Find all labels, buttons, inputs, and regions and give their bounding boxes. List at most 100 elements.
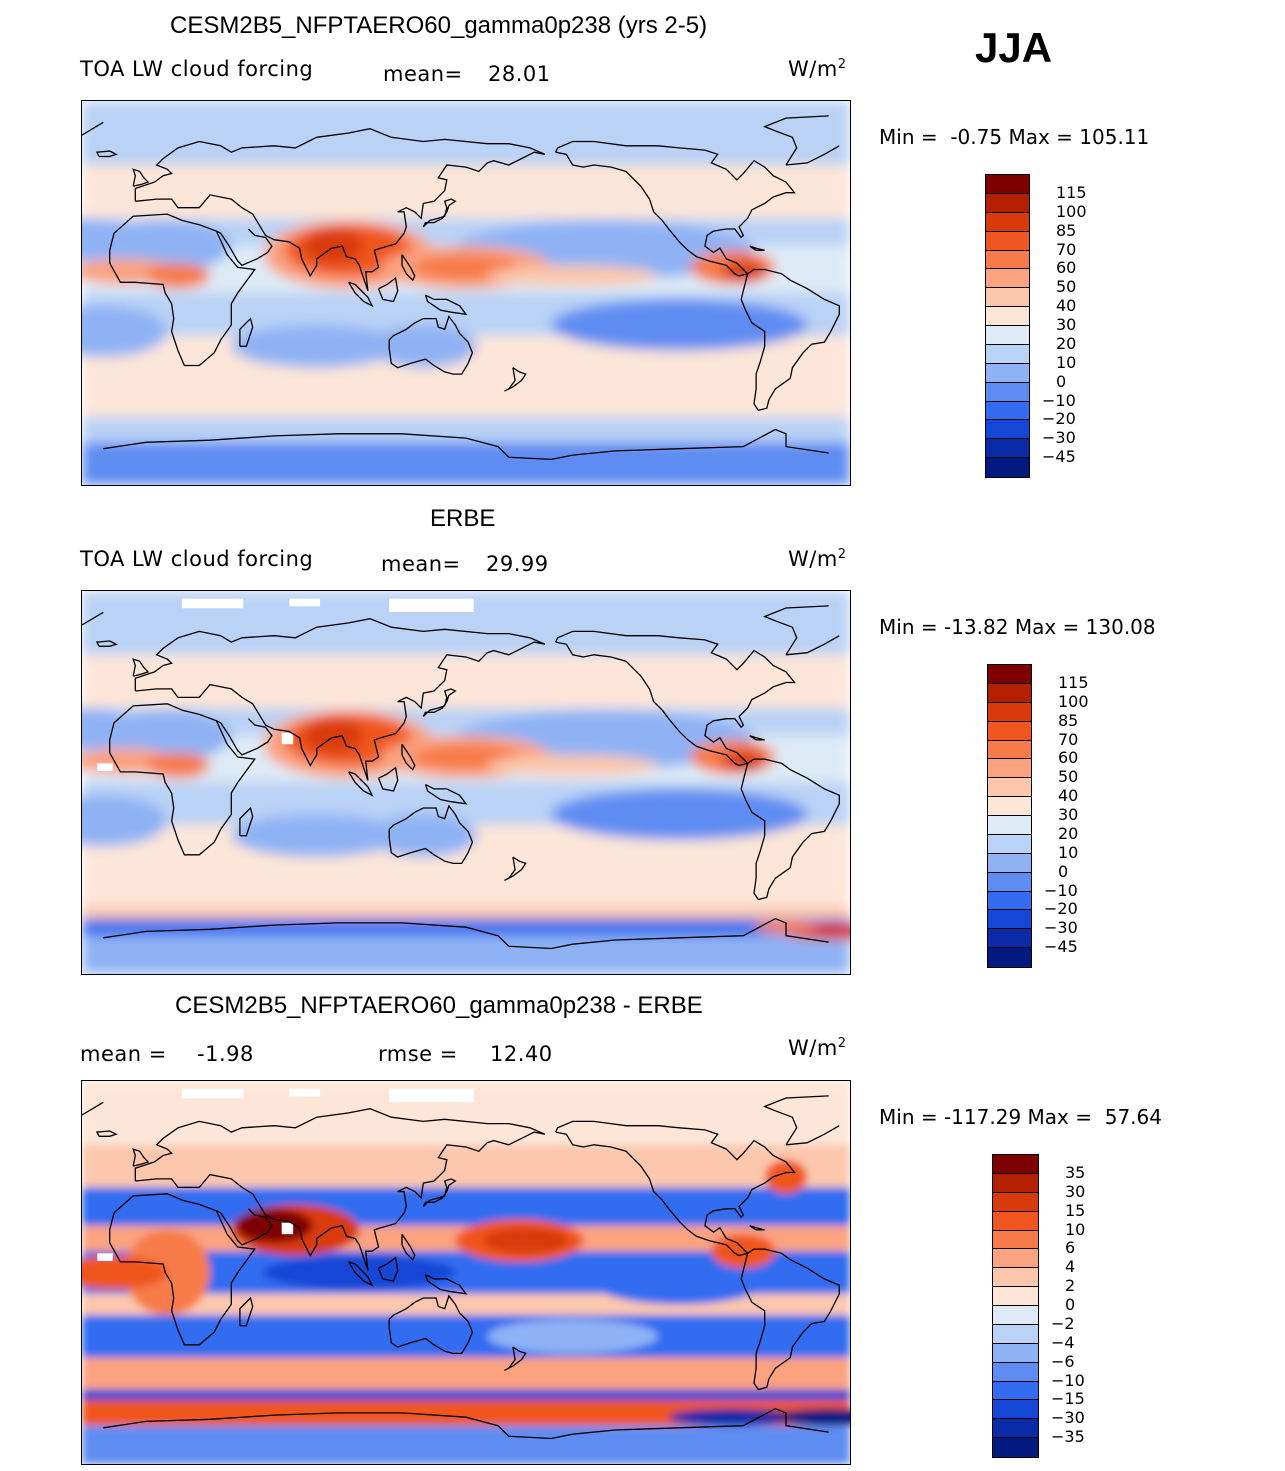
field-region (303, 718, 364, 753)
field-region (487, 1319, 658, 1354)
panel1-colorbar (985, 174, 1030, 478)
coastline-segment (555, 1120, 796, 1257)
missing-data (97, 598, 474, 772)
colorbar-swatch (986, 175, 1029, 194)
colorbar-swatch (993, 1268, 1038, 1288)
colorbar-tick-label: 35 (1065, 1162, 1086, 1182)
latitude-band (82, 905, 850, 919)
latitude-band (82, 1315, 850, 1358)
field-region (231, 325, 402, 368)
coastline-segment (740, 268, 840, 412)
coastline-segment (555, 630, 796, 767)
colorbar-swatch (986, 212, 1029, 232)
coastline-segment (82, 115, 840, 166)
latitude-band (82, 442, 850, 485)
colorbar-tick-label: −45 (1042, 447, 1076, 467)
coastline-segment (401, 254, 416, 282)
panel2-map (81, 590, 851, 975)
colorbar-tick-label: 60 (1056, 258, 1077, 278)
colorbar-swatch (986, 439, 1029, 459)
panel2-colorbar (987, 664, 1032, 968)
panel1-variable: TOA LW cloud forcing (80, 57, 314, 81)
field-region (82, 1255, 168, 1290)
field-region (775, 1408, 850, 1426)
coastline-segment (132, 168, 150, 187)
colorbar-swatch (993, 1173, 1038, 1193)
colorbar-swatch (986, 401, 1029, 421)
colorbar-tick-label: 10 (1056, 352, 1077, 372)
colorbar-swatch (993, 1249, 1038, 1269)
panel1-units: W/m2 (788, 57, 847, 81)
colorbar-tick-label: 60 (1058, 748, 1079, 768)
coastline-segment (82, 605, 840, 656)
colorbar-swatch (988, 948, 1031, 967)
missing-data-patch (281, 1222, 294, 1235)
panel1-minmax: Min = -0.75 Max = 105.11 (879, 125, 1150, 149)
colorbar-swatch (986, 250, 1029, 270)
latitude-band (82, 165, 850, 219)
coastline-segment (377, 1256, 399, 1282)
coastline-segment (216, 228, 273, 267)
colorbar-swatch (986, 269, 1029, 289)
colorbar-swatch (993, 1230, 1038, 1250)
map-svg (82, 1081, 850, 1464)
colorbar-swatch (993, 1381, 1038, 1401)
field-region (82, 795, 168, 847)
coastline-segment (132, 1148, 150, 1167)
colorbar-swatch (993, 1287, 1038, 1306)
field-region (263, 1255, 456, 1290)
field-region (370, 325, 477, 368)
coastline-segment (388, 804, 474, 865)
coastline-segment (216, 718, 273, 756)
colorbar-swatch (986, 326, 1029, 345)
coastline-segment (239, 317, 254, 347)
colorbar-tick-label: −30 (1044, 918, 1078, 938)
panel3-rmse-value: 12.40 (490, 1042, 553, 1066)
season-label: JJA (975, 24, 1053, 71)
coastline-segment (388, 315, 474, 375)
colorbar-tick-label: −10 (1044, 880, 1078, 900)
coastline-segment (348, 1261, 374, 1287)
coastline-segment (422, 198, 457, 228)
colorbar-swatch (988, 872, 1031, 892)
coastline-segment (95, 640, 118, 647)
field-region (231, 814, 402, 857)
coastline-segment (348, 771, 374, 797)
colorbar-tick-label: −30 (1051, 1408, 1085, 1428)
coastlines (82, 605, 840, 950)
colorbar-tick-label: 85 (1058, 710, 1079, 730)
coastline-segment (388, 1294, 474, 1355)
panel2-mean-label: mean= (381, 552, 461, 576)
coastline-segment (504, 856, 527, 881)
coastline-segment (424, 294, 468, 316)
coastline-segment (134, 1108, 546, 1271)
colorbar-tick-label: 6 (1065, 1238, 1076, 1258)
colorbar-tick-label: 40 (1056, 296, 1077, 316)
field-region (722, 750, 765, 772)
latitude-band (82, 1389, 850, 1401)
colorbar-tick-label: 30 (1056, 315, 1077, 334)
missing-data-patch (97, 763, 113, 772)
colorbar-tick-label: 70 (1058, 729, 1079, 749)
missing-data-patch (181, 598, 244, 609)
colorbar-swatch (988, 797, 1031, 816)
colorbar-tick-label: −30 (1042, 428, 1076, 448)
colorbar-swatch (993, 1419, 1038, 1439)
colorbar-swatch (986, 382, 1029, 402)
colorbar-tick-label: 4 (1065, 1257, 1076, 1277)
field-layer (82, 101, 850, 485)
latitude-band (82, 1144, 850, 1188)
colorbar-tick-label: 85 (1056, 220, 1077, 240)
field-layer (82, 1081, 850, 1464)
field-region (146, 263, 210, 289)
colorbar-swatch (986, 288, 1029, 308)
missing-data-patch (181, 1088, 244, 1099)
field-region (146, 752, 210, 779)
panel3-minmax: Min = -117.29 Max = 57.64 (879, 1105, 1162, 1129)
colorbar-tick-label: −20 (1044, 899, 1078, 919)
colorbar-tick-label: 10 (1065, 1219, 1086, 1239)
map-svg (82, 591, 850, 974)
missing-data-patch (281, 732, 294, 745)
colorbar-swatch (988, 683, 1031, 703)
field-region (82, 305, 168, 357)
